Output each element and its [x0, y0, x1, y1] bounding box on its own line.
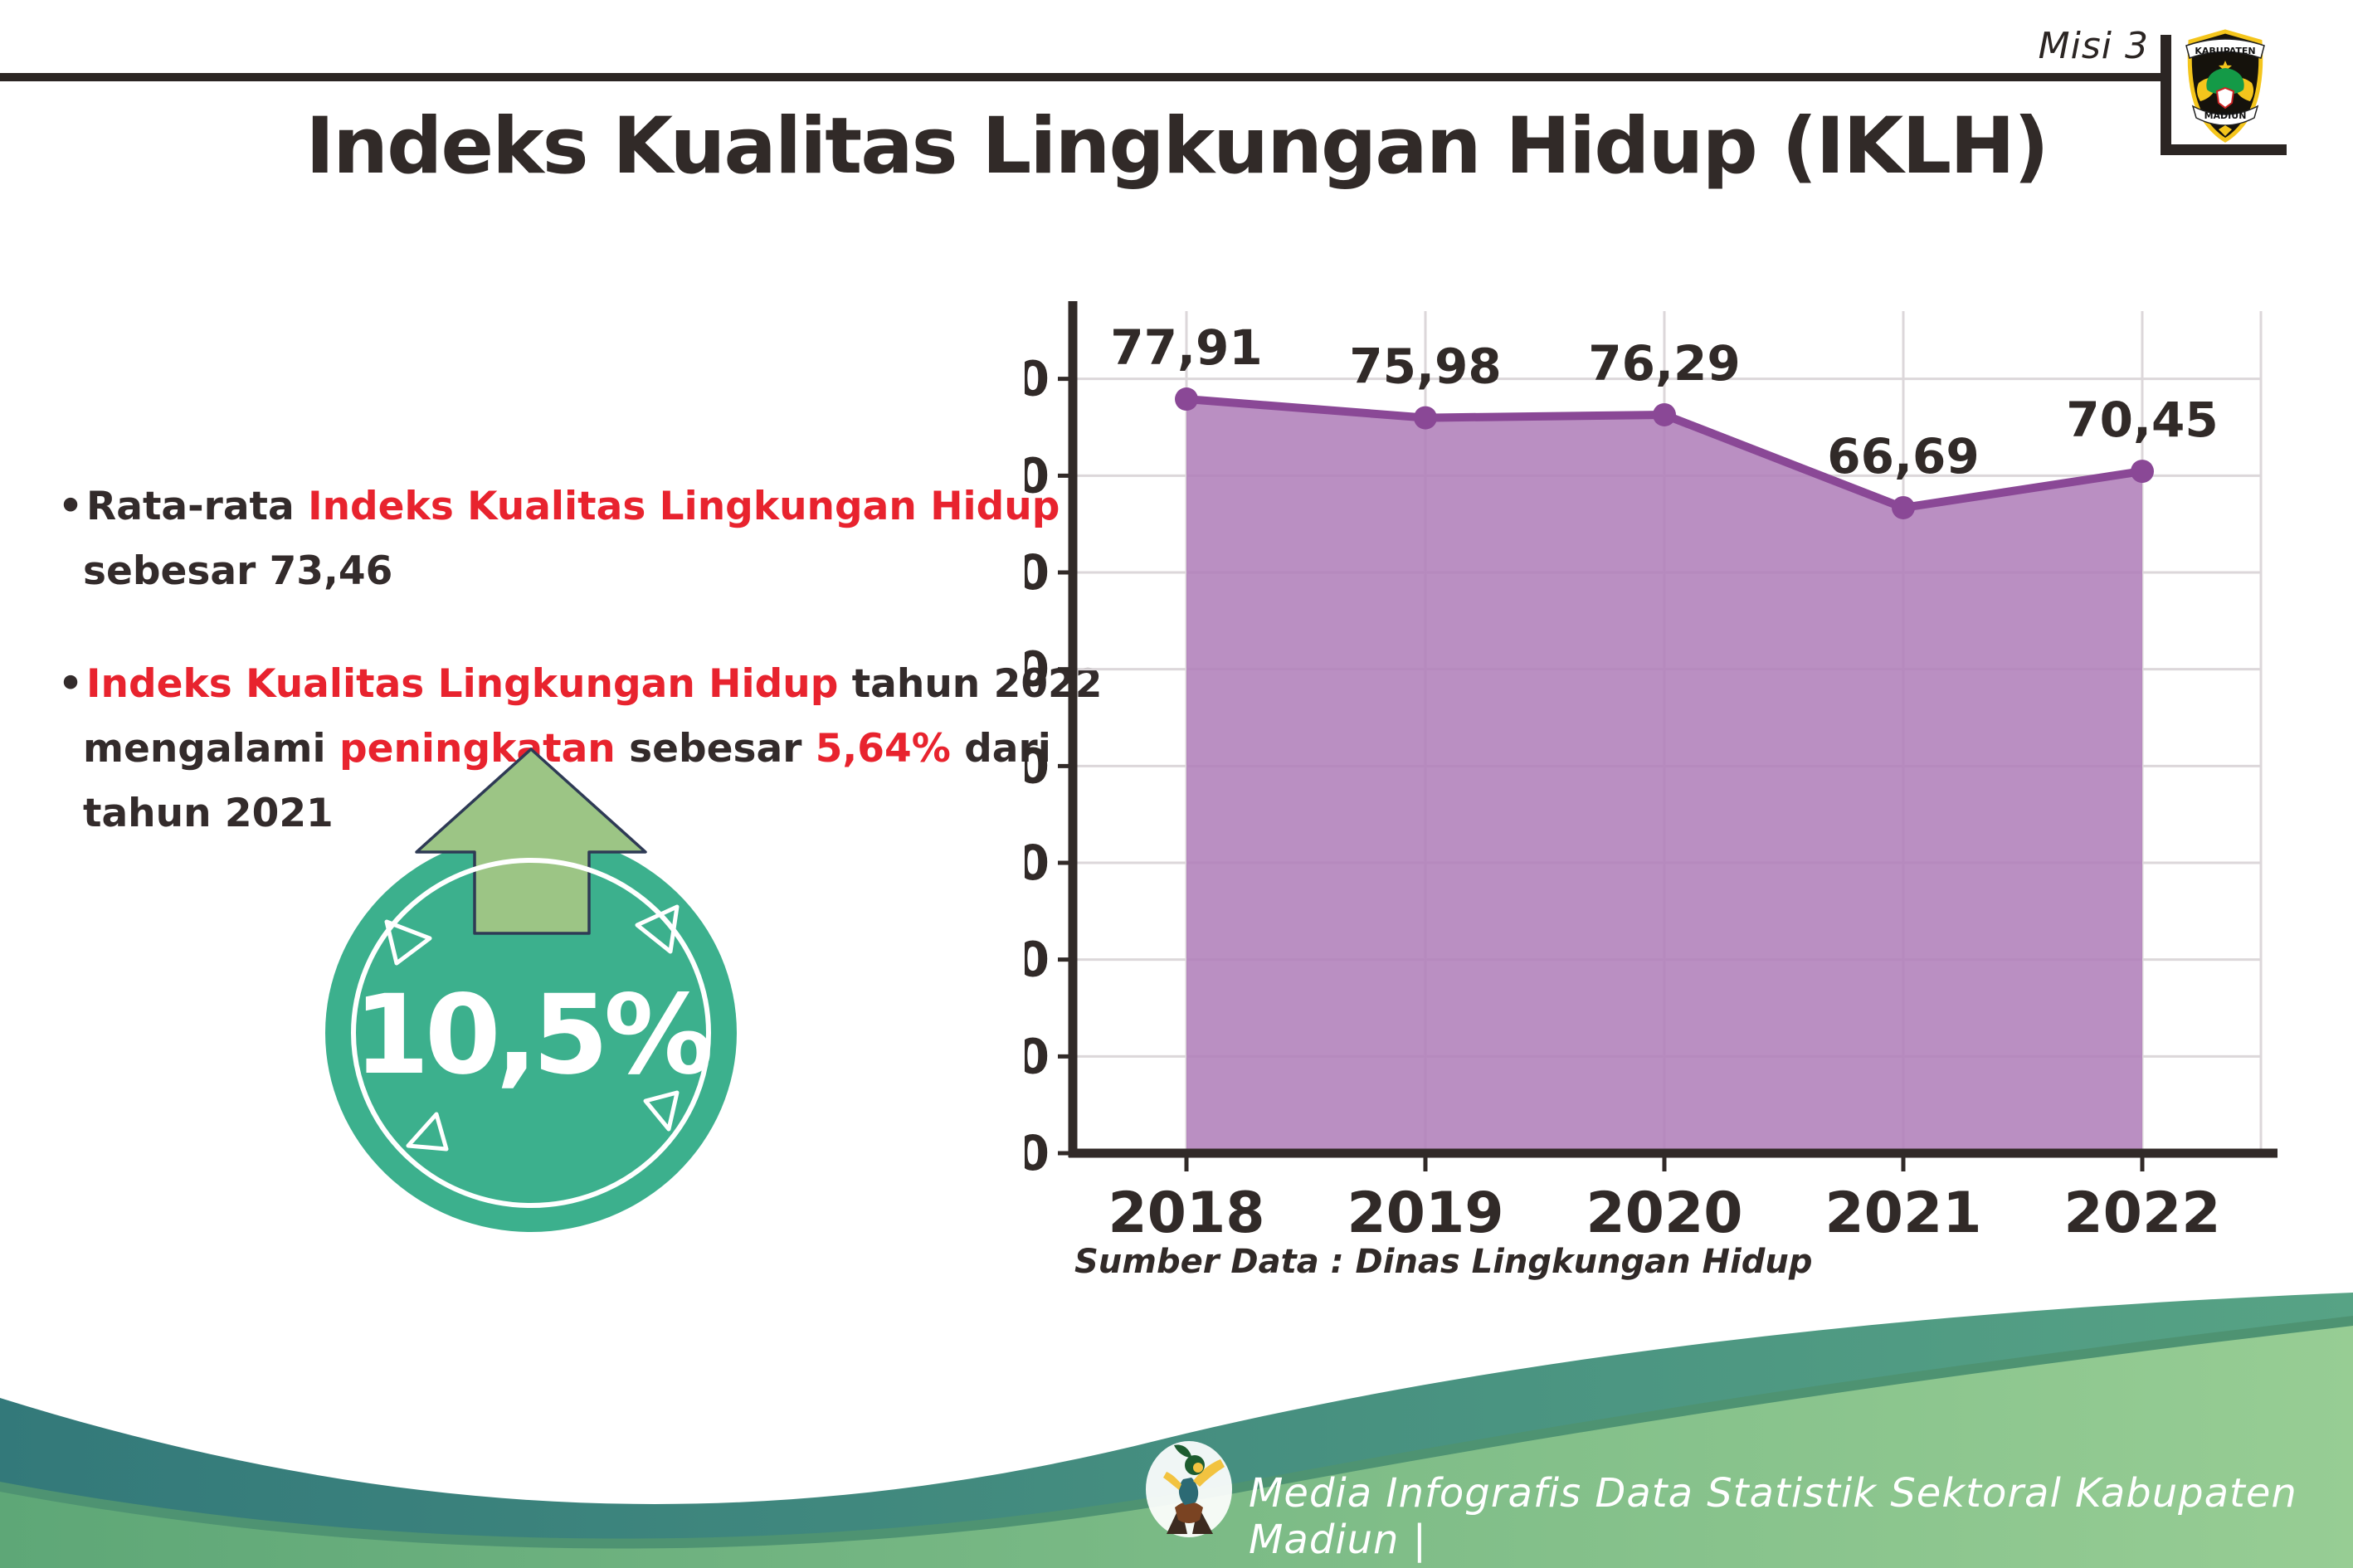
badge-percentage: 10,5%	[353, 971, 711, 1099]
bullet-item: •Indeks Kualitas Lingkungan Hidup tahun …	[58, 652, 1102, 846]
badge-triangle-upper-left-icon	[384, 919, 432, 966]
logo-center-shield	[2215, 86, 2235, 110]
data-point	[1414, 406, 1437, 430]
bullet-marker: •	[58, 484, 84, 529]
x-tick-label: 2019	[1347, 1181, 1503, 1246]
logo-tree-icon	[2206, 68, 2244, 95]
bullet-line: •Indeks Kualitas Lingkungan Hidup tahun …	[58, 652, 1102, 717]
data-point	[2131, 460, 2154, 484]
data-label: 66,69	[1827, 428, 1979, 485]
mascot-torso	[1178, 1478, 1199, 1505]
y-tick-label: 40	[1025, 738, 1050, 794]
bullet-line: mengalami peningkatan sebesar 5,64% dari	[58, 717, 1051, 782]
y-tick-label: 80	[1025, 351, 1050, 407]
highlighted-text: Indeks Kualitas Lingkungan Hidup	[308, 484, 1060, 529]
y-tick-label: 0	[1025, 1125, 1050, 1181]
logo-top-text: KABUPATEN	[2195, 46, 2255, 56]
x-tick-label: 2022	[2063, 1181, 2220, 1246]
logo-bottom-text: MADIUN	[2204, 110, 2247, 121]
footer-wave-green	[0, 1326, 2353, 1568]
body-text: mengalami	[83, 726, 339, 772]
mascot-lower-arm	[1163, 1472, 1181, 1490]
badge-triangle-lower-right-icon	[643, 1090, 680, 1132]
increase-badge: 10,5%	[325, 747, 737, 1232]
footer-waves	[0, 1293, 2353, 1568]
data-label: 76,29	[1588, 335, 1740, 392]
mascot-skirt	[1175, 1502, 1203, 1523]
body-text: sebesar	[615, 726, 816, 772]
logo-bottom-ornament	[2219, 125, 2232, 136]
y-tick-label: 70	[1025, 447, 1050, 504]
logo-top-ribbon	[2185, 38, 2265, 59]
logo-corner-bracket-vertical	[2161, 35, 2171, 155]
badge-inner-ring	[351, 858, 711, 1208]
y-tick-label: 60	[1025, 544, 1050, 601]
bullet-marker: •	[58, 661, 84, 707]
x-tick-label: 2021	[1824, 1181, 1981, 1246]
chart-source-note: Sumber Data : Dinas Lingkungan Hidup	[1074, 1243, 1813, 1281]
highlighted-text: 5,64%	[815, 726, 951, 772]
bullet-line: tahun 2021	[58, 782, 1021, 846]
body-text: tahun 2021	[83, 791, 334, 836]
iklh-area-chart: 77,91 75,98 76,29 66,69 70,45 0 10 20 30 40 50 60 70…	[1025, 301, 2277, 1246]
body-text: dari	[950, 726, 1051, 772]
y-tick-label: 20	[1025, 932, 1050, 988]
x-tick-label: 2018	[1108, 1181, 1264, 1246]
mascot-face	[1193, 1463, 1203, 1473]
arrow-up-icon	[415, 747, 647, 935]
logo-corner-bracket-horizontal	[2161, 144, 2287, 155]
highlighted-text: peningkatan	[339, 726, 616, 772]
y-tick-label: 50	[1025, 641, 1050, 698]
data-point	[1175, 387, 1198, 411]
body-text: sebesar 73,46	[83, 548, 393, 594]
mascot-icon	[1146, 1441, 1232, 1537]
area-fill	[1186, 399, 2142, 1153]
x-tick-label: 2020	[1586, 1181, 1742, 1246]
data-label: 75,98	[1349, 338, 1501, 395]
bullet-line: •Rata-rata Indeks Kualitas Lingkungan Hi…	[58, 475, 1060, 539]
mascot-raised-arm	[1193, 1459, 1225, 1487]
y-tick-label: 30	[1025, 835, 1050, 891]
misi-label: Misi 3	[2038, 25, 2149, 67]
body-text: Rata-rata	[86, 484, 309, 529]
key-points: •Rata-rata Indeks Kualitas Lingkungan Hi…	[58, 475, 1102, 846]
footer-credit: Media Infografis Data Statistik Sektoral…	[1249, 1470, 2297, 1563]
page-title: Indeks Kualitas Lingkungan Hidup (IKLH)	[305, 101, 2049, 192]
badge-circle	[325, 834, 737, 1232]
header-divider-line	[0, 73, 2161, 81]
badge-triangle-lower-left-icon	[406, 1112, 449, 1152]
y-tick-label: 10	[1025, 1028, 1050, 1084]
bullet-item: •Rata-rata Indeks Kualitas Lingkungan Hi…	[58, 475, 1060, 604]
data-point	[1892, 495, 1915, 519]
data-point	[1653, 402, 1676, 426]
data-label: 77,91	[1110, 319, 1262, 376]
logo-bottom-ribbon	[2191, 105, 2259, 126]
data-label: 70,45	[2066, 392, 2218, 448]
mascot-leaf	[1174, 1444, 1191, 1458]
badge-triangle-upper-right-icon	[635, 904, 680, 954]
bullet-line: sebesar 73,46	[58, 539, 1021, 604]
highlighted-text: Indeks Kualitas Lingkungan Hidup	[86, 661, 839, 707]
kabupaten-madiun-logo: KABUPATEN MADIUN	[2185, 29, 2265, 143]
